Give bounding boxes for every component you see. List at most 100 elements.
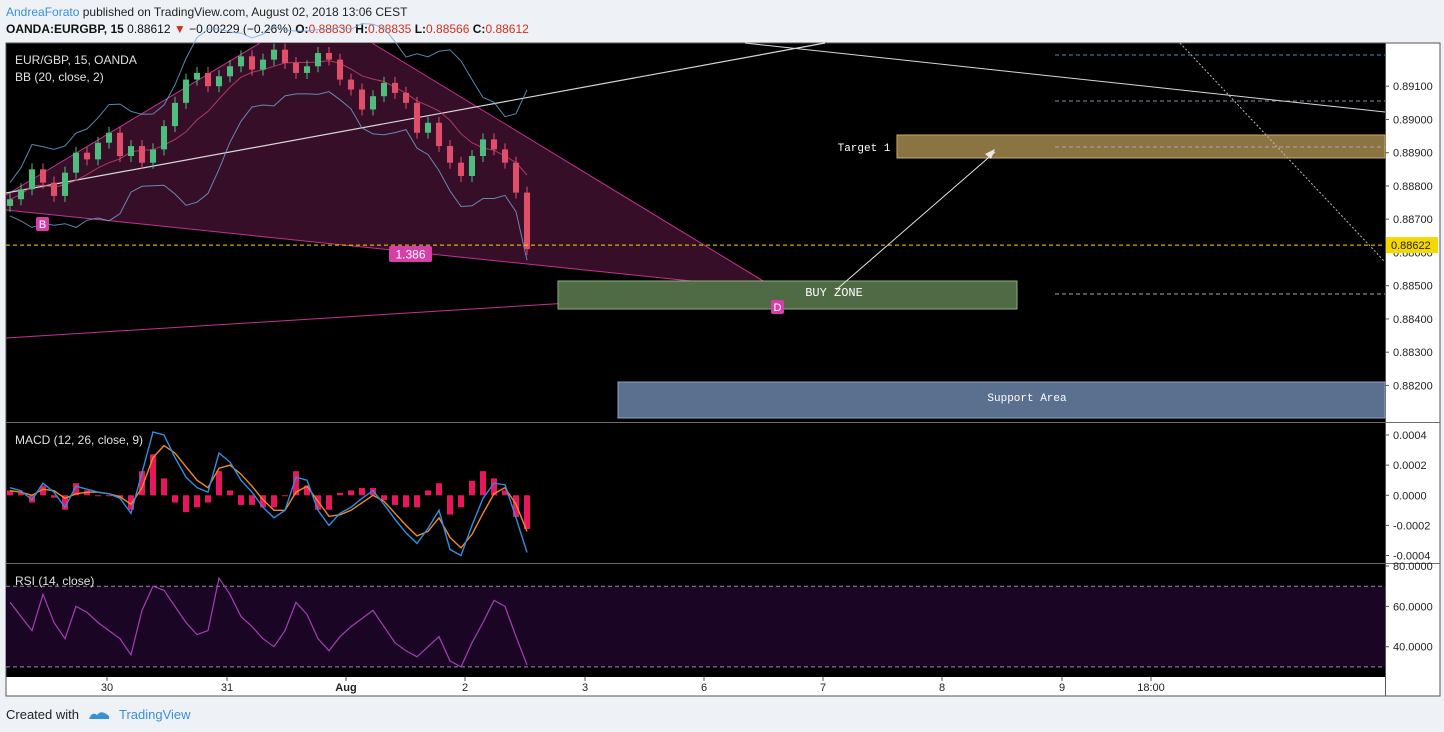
- rsi-band-fill: [6, 586, 1385, 667]
- candle-body: [325, 52, 333, 60]
- price-pane-title: EUR/GBP, 15, OANDA: [15, 53, 137, 67]
- macd-histogram-bar: [62, 495, 68, 510]
- price-tick-label: 0.88200: [1393, 380, 1433, 392]
- support-area-label: Support Area: [987, 393, 1067, 405]
- macd-tick-label: 0.0000: [1393, 490, 1427, 502]
- macd-histogram-bar: [73, 483, 79, 496]
- dotted-trend-line: [1179, 42, 1386, 263]
- macd-tick-label: 0.0004: [1393, 430, 1427, 442]
- time-tick-label: 7: [820, 682, 826, 694]
- price-tick-label: 0.88400: [1393, 314, 1433, 326]
- target-1-label: Target 1: [838, 143, 891, 155]
- macd-tick-label: -0.0002: [1393, 520, 1430, 532]
- candle-body: [281, 49, 289, 63]
- candle-body: [6, 199, 14, 206]
- macd-histogram-bar: [392, 495, 398, 505]
- macd-histogram-bar: [348, 490, 354, 496]
- macd-histogram-bar: [128, 495, 134, 510]
- macd-histogram-bar: [238, 495, 244, 505]
- price-tick-label: 0.88300: [1393, 347, 1433, 359]
- rsi-line: [9, 576, 528, 668]
- macd-histogram-bar: [436, 483, 442, 496]
- macd-histogram-bar: [359, 488, 365, 496]
- candle-body: [226, 66, 234, 77]
- time-axis-background: [6, 677, 1440, 696]
- candle-body: [435, 122, 443, 147]
- macd-histogram-bar: [51, 495, 57, 498]
- candle-body: [292, 62, 300, 73]
- pattern-leg: [371, 42, 779, 291]
- rsi-tick-label: 80.0000: [1393, 561, 1433, 573]
- candle-body: [358, 89, 366, 110]
- macd-histogram-bar: [172, 495, 178, 503]
- candle-body: [424, 122, 432, 133]
- time-tick-label: 31: [221, 682, 233, 694]
- close-value: 0.88612: [485, 22, 529, 36]
- macd-histogram-bar: [7, 490, 13, 496]
- point-d-badge: [771, 300, 784, 314]
- bollinger-basis: [9, 60, 528, 200]
- publish-info: AndreaForato published on TradingView.co…: [6, 5, 407, 19]
- macd-histogram-bar: [381, 495, 387, 501]
- high-value: 0.88835: [367, 22, 412, 36]
- price-tick-label: 0.88700: [1393, 214, 1433, 226]
- close-label: C:: [472, 22, 486, 36]
- fib-ratio-badge: [389, 246, 432, 262]
- macd-histogram-bar: [326, 495, 332, 510]
- macd-histogram-bar: [106, 495, 112, 497]
- candle-body: [248, 56, 256, 70]
- created-with-text: Created with: [6, 707, 79, 722]
- point-d-label: D: [774, 302, 782, 314]
- harmonic-pattern-fill: [6, 43, 778, 290]
- macd-histogram-bar: [414, 495, 420, 508]
- macd-histogram-bar: [183, 495, 189, 513]
- macd-histogram-bar: [260, 495, 266, 508]
- candle-body: [193, 72, 201, 80]
- macd-histogram-bar: [139, 471, 145, 496]
- macd-histogram-bar: [337, 492, 343, 496]
- candle-body: [490, 139, 498, 150]
- candle-body: [413, 102, 421, 133]
- candle-body: [182, 79, 190, 103]
- macd-histogram-bar: [150, 454, 156, 496]
- candle-body: [479, 139, 487, 157]
- candle-body: [149, 149, 157, 163]
- macd-histogram-bar: [40, 485, 46, 496]
- macd-histogram-bar: [95, 495, 101, 497]
- candle-body: [215, 76, 223, 87]
- macd-histogram-bar: [227, 490, 233, 496]
- candle-body: [61, 172, 69, 196]
- projection-arrow: [835, 151, 996, 291]
- macd-histogram-bar: [425, 490, 431, 496]
- author-name[interactable]: AndreaForato: [6, 5, 80, 19]
- low-value: 0.88566: [426, 22, 470, 36]
- candle-body: [369, 96, 377, 110]
- symbol-label: OANDA:EURGBP, 15: [6, 22, 124, 36]
- macd-histogram-bar: [216, 471, 222, 496]
- macd-histogram-bar: [304, 485, 310, 496]
- price-tick-label: 0.88800: [1393, 181, 1433, 193]
- candle-body: [270, 49, 278, 60]
- candle-body: [138, 146, 146, 163]
- candle-body: [39, 169, 47, 183]
- candle-body: [116, 132, 124, 157]
- candle-body: [28, 169, 36, 190]
- macd-histogram-bar: [205, 495, 211, 503]
- macd-histogram-bar: [524, 495, 530, 529]
- macd-histogram-bar: [491, 478, 497, 496]
- macd-histogram-bar: [403, 495, 409, 508]
- time-tick-label: Aug: [335, 682, 356, 694]
- macd-tick-label: 0.0002: [1393, 460, 1427, 472]
- macd-histogram-bar: [18, 492, 24, 496]
- price-axis-background: [1385, 43, 1440, 677]
- candle-body: [523, 192, 531, 250]
- macd-histogram-bar: [502, 490, 508, 496]
- macd-histogram-bar: [458, 495, 464, 508]
- current-price-label: 0.88622: [1391, 240, 1431, 252]
- macd-histogram-bar: [282, 495, 288, 497]
- macd-histogram-bar: [293, 471, 299, 496]
- candle-body: [94, 142, 102, 160]
- support-area-box: [617, 381, 1386, 419]
- tradingview-brand[interactable]: TradingView: [118, 707, 191, 722]
